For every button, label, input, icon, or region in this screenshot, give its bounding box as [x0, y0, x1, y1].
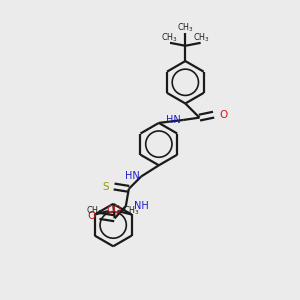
Text: O: O [106, 206, 115, 215]
Text: CH$_3$: CH$_3$ [161, 31, 178, 44]
Text: HN: HN [125, 171, 140, 181]
Text: CH$_3$: CH$_3$ [123, 204, 140, 217]
Text: O: O [112, 206, 120, 215]
Text: O: O [87, 211, 95, 221]
Text: CH$_3$: CH$_3$ [193, 31, 210, 44]
Text: CH$_3$: CH$_3$ [86, 204, 103, 217]
Text: NH: NH [134, 201, 149, 211]
Text: HN: HN [166, 115, 181, 125]
Text: O: O [219, 110, 227, 120]
Text: CH$_3$: CH$_3$ [177, 22, 194, 34]
Text: S: S [103, 182, 110, 191]
